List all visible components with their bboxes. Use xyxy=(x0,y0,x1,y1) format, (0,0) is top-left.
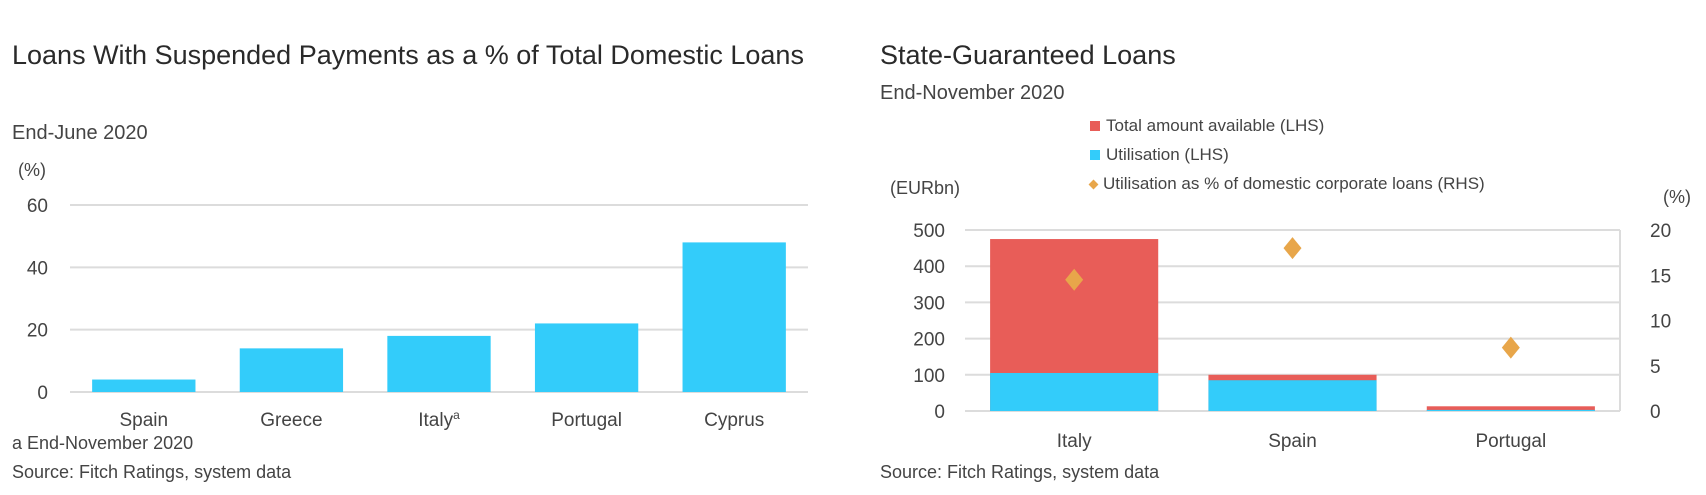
left-chart-title: Loans With Suspended Payments as a % of … xyxy=(12,40,804,70)
bar-utilisation-spain xyxy=(1208,380,1377,411)
left-chart-subtitle: End-June 2020 xyxy=(12,122,148,144)
legend-item: Total amount available (LHS) xyxy=(1090,116,1485,136)
right-chart-title: State-Guaranteed Loans xyxy=(880,40,1176,70)
bar-portugal xyxy=(534,323,639,392)
y-tick-label: 0 xyxy=(37,383,48,404)
bar-cyprus xyxy=(682,242,786,392)
y-left-tick-label: 0 xyxy=(934,402,945,423)
y-left-tick-label: 200 xyxy=(913,330,945,351)
marker-pct-portugal xyxy=(1501,336,1520,359)
y-left-tick-label: 300 xyxy=(913,293,945,314)
legend-swatch xyxy=(1090,150,1100,160)
bar-total-portugal xyxy=(1426,406,1595,411)
x-tick-label: Spain xyxy=(1268,431,1317,452)
marker-pct-spain xyxy=(1283,237,1302,260)
bar-utilisation-portugal xyxy=(1426,409,1595,411)
bar-spain xyxy=(92,379,196,392)
legend-item: Utilisation as % of domestic corporate l… xyxy=(1088,174,1485,194)
y-left-tick-label: 500 xyxy=(913,221,945,242)
y-tick-label: 60 xyxy=(27,196,48,217)
right-source: Source: Fitch Ratings, system data xyxy=(880,462,1160,482)
y-tick-label: 40 xyxy=(27,258,48,279)
x-tick-label: Italya xyxy=(418,408,460,431)
x-tick-label: Spain xyxy=(119,410,168,431)
x-tick-label: Greece xyxy=(260,410,322,431)
legend: Total amount available (LHS) Utilisation… xyxy=(1088,116,1485,194)
legend-label: Utilisation (LHS) xyxy=(1106,145,1229,164)
left-y-unit: (%) xyxy=(18,160,46,180)
right-y-unit-right: (%) xyxy=(1663,187,1691,207)
bar-utilisation-italy xyxy=(990,372,1159,411)
left-source: Source: Fitch Ratings, system data xyxy=(12,462,292,482)
y-right-tick-label: 5 xyxy=(1650,357,1661,378)
marker-pct-italy xyxy=(1065,268,1084,291)
y-right-tick-label: 10 xyxy=(1650,312,1671,333)
legend-label: Total amount available (LHS) xyxy=(1106,116,1325,135)
y-right-tick-label: 0 xyxy=(1650,402,1661,423)
x-tick-label: Portugal xyxy=(1475,431,1546,452)
y-left-tick-label: 100 xyxy=(913,366,945,387)
bar-italy xyxy=(387,335,491,392)
y-right-tick-label: 15 xyxy=(1650,266,1671,287)
right-y-unit-left: (EURbn) xyxy=(890,178,961,198)
y-left-tick-label: 400 xyxy=(913,257,945,278)
legend-label: Utilisation as % of domestic corporate l… xyxy=(1103,174,1485,193)
legend-item: Utilisation (LHS) xyxy=(1090,145,1485,165)
y-tick-label: 20 xyxy=(27,321,48,342)
right-chart-subtitle: End-November 2020 xyxy=(880,82,1065,104)
x-tick-label: Cyprus xyxy=(704,410,764,431)
bar-greece xyxy=(239,348,344,392)
x-tick-label: Italy xyxy=(1057,431,1092,452)
x-tick-label: Portugal xyxy=(551,410,622,431)
y-right-tick-label: 20 xyxy=(1650,221,1671,242)
left-footnote: a End-November 2020 xyxy=(12,433,194,453)
legend-swatch xyxy=(1090,121,1100,131)
